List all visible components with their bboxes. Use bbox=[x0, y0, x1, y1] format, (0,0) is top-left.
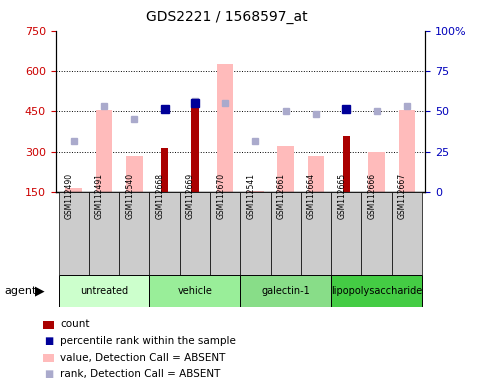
Bar bbox=[270, 192, 301, 275]
Text: count: count bbox=[60, 319, 90, 329]
Text: galectin-1: galectin-1 bbox=[261, 286, 310, 296]
Text: untreated: untreated bbox=[80, 286, 128, 296]
Bar bbox=[149, 275, 241, 307]
Text: ■: ■ bbox=[44, 336, 54, 346]
Bar bbox=[149, 192, 180, 275]
Text: GSM112666: GSM112666 bbox=[368, 173, 377, 219]
Bar bbox=[331, 275, 422, 307]
Text: GSM112665: GSM112665 bbox=[337, 173, 346, 219]
Text: rank, Detection Call = ABSENT: rank, Detection Call = ABSENT bbox=[60, 369, 221, 379]
Text: GSM112491: GSM112491 bbox=[95, 173, 104, 219]
Bar bbox=[180, 192, 210, 275]
Bar bbox=[58, 275, 149, 307]
Text: GSM112668: GSM112668 bbox=[156, 173, 165, 219]
Bar bbox=[126, 156, 142, 192]
Text: lipopolysaccharide: lipopolysaccharide bbox=[331, 286, 422, 296]
Bar bbox=[65, 188, 82, 192]
Text: value, Detection Call = ABSENT: value, Detection Call = ABSENT bbox=[60, 353, 226, 362]
Bar bbox=[241, 275, 331, 307]
Bar bbox=[308, 156, 325, 192]
Bar bbox=[331, 192, 361, 275]
Text: GSM112669: GSM112669 bbox=[186, 173, 195, 219]
Bar bbox=[191, 103, 199, 192]
Bar bbox=[217, 64, 233, 192]
Bar bbox=[368, 152, 385, 192]
Bar bbox=[119, 192, 149, 275]
Text: GDS2221 / 1568597_at: GDS2221 / 1568597_at bbox=[146, 10, 308, 23]
Bar bbox=[342, 136, 350, 192]
Text: agent: agent bbox=[5, 286, 37, 296]
Text: ■: ■ bbox=[44, 369, 54, 379]
Bar bbox=[392, 192, 422, 275]
Text: GSM112490: GSM112490 bbox=[65, 173, 74, 219]
Bar bbox=[277, 146, 294, 192]
Bar bbox=[89, 192, 119, 275]
Bar bbox=[361, 192, 392, 275]
Bar bbox=[58, 192, 89, 275]
Text: vehicle: vehicle bbox=[177, 286, 213, 296]
Text: percentile rank within the sample: percentile rank within the sample bbox=[60, 336, 236, 346]
Text: GSM112661: GSM112661 bbox=[277, 173, 286, 219]
Text: GSM112670: GSM112670 bbox=[216, 173, 225, 219]
Bar bbox=[398, 110, 415, 192]
Text: GSM112667: GSM112667 bbox=[398, 173, 407, 219]
Bar bbox=[301, 192, 331, 275]
Text: GSM112540: GSM112540 bbox=[125, 173, 134, 219]
Bar bbox=[96, 110, 113, 192]
Bar bbox=[210, 192, 241, 275]
Bar bbox=[241, 192, 270, 275]
Bar bbox=[247, 191, 264, 192]
Text: ▶: ▶ bbox=[35, 285, 44, 297]
Bar bbox=[161, 148, 169, 192]
Text: GSM112541: GSM112541 bbox=[246, 173, 256, 219]
Text: GSM112664: GSM112664 bbox=[307, 173, 316, 219]
